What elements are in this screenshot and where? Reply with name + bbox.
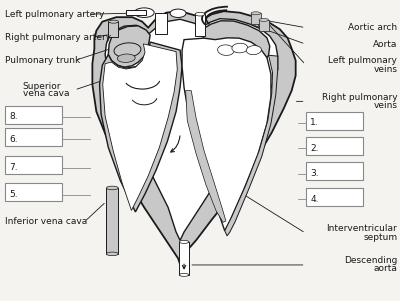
Ellipse shape — [179, 240, 189, 244]
FancyBboxPatch shape — [5, 183, 62, 201]
Text: Inferior vena cava: Inferior vena cava — [5, 217, 87, 226]
Ellipse shape — [108, 20, 118, 23]
Text: 4.: 4. — [310, 194, 319, 203]
Ellipse shape — [251, 12, 260, 15]
Polygon shape — [203, 21, 270, 70]
Ellipse shape — [114, 43, 141, 57]
Polygon shape — [106, 188, 118, 254]
Text: Right pulmonary: Right pulmonary — [322, 93, 397, 102]
Ellipse shape — [218, 45, 234, 55]
Text: aorta: aorta — [374, 264, 397, 273]
Text: vena cava: vena cava — [23, 89, 69, 98]
FancyBboxPatch shape — [306, 112, 364, 129]
Polygon shape — [251, 13, 260, 24]
Text: Aortic arch: Aortic arch — [348, 23, 397, 32]
Polygon shape — [105, 19, 278, 240]
Text: Right pulmonary artery: Right pulmonary artery — [5, 33, 111, 42]
Polygon shape — [182, 38, 271, 231]
Polygon shape — [108, 22, 118, 37]
Text: 1.: 1. — [310, 118, 319, 127]
Ellipse shape — [134, 8, 154, 17]
Ellipse shape — [117, 54, 135, 62]
Polygon shape — [225, 55, 278, 236]
Text: 6.: 6. — [10, 135, 18, 144]
Polygon shape — [100, 42, 182, 212]
FancyBboxPatch shape — [306, 137, 364, 155]
Ellipse shape — [106, 252, 118, 256]
Ellipse shape — [195, 12, 205, 16]
Text: 2.: 2. — [310, 144, 319, 153]
Text: veins: veins — [373, 101, 397, 110]
Text: Left pulmonary artery: Left pulmonary artery — [5, 10, 104, 19]
Polygon shape — [195, 14, 205, 36]
Text: Descending: Descending — [344, 256, 397, 265]
Ellipse shape — [232, 43, 248, 53]
Polygon shape — [126, 10, 146, 15]
Ellipse shape — [259, 18, 268, 21]
Ellipse shape — [106, 186, 118, 190]
Polygon shape — [108, 26, 150, 67]
FancyBboxPatch shape — [306, 163, 364, 181]
Text: Pulmonary trunk: Pulmonary trunk — [5, 56, 80, 65]
FancyBboxPatch shape — [5, 157, 62, 175]
FancyBboxPatch shape — [5, 128, 62, 146]
Polygon shape — [179, 242, 189, 275]
FancyBboxPatch shape — [5, 106, 62, 123]
Text: Aorta: Aorta — [373, 40, 397, 49]
Text: septum: septum — [363, 233, 397, 242]
Polygon shape — [92, 11, 296, 264]
Polygon shape — [155, 13, 167, 34]
Text: veins: veins — [373, 64, 397, 73]
Polygon shape — [186, 91, 226, 222]
Text: 5.: 5. — [10, 190, 18, 199]
Text: 3.: 3. — [310, 169, 319, 178]
FancyBboxPatch shape — [306, 188, 364, 206]
Polygon shape — [103, 44, 177, 210]
Text: 7.: 7. — [10, 163, 18, 172]
Text: Superior: Superior — [23, 82, 61, 91]
Ellipse shape — [170, 9, 186, 17]
Polygon shape — [259, 20, 268, 31]
Ellipse shape — [179, 273, 189, 276]
Text: Interventricular: Interventricular — [326, 225, 397, 234]
Ellipse shape — [246, 45, 261, 55]
Text: Left pulmonary: Left pulmonary — [328, 56, 397, 65]
Text: 8.: 8. — [10, 112, 18, 121]
